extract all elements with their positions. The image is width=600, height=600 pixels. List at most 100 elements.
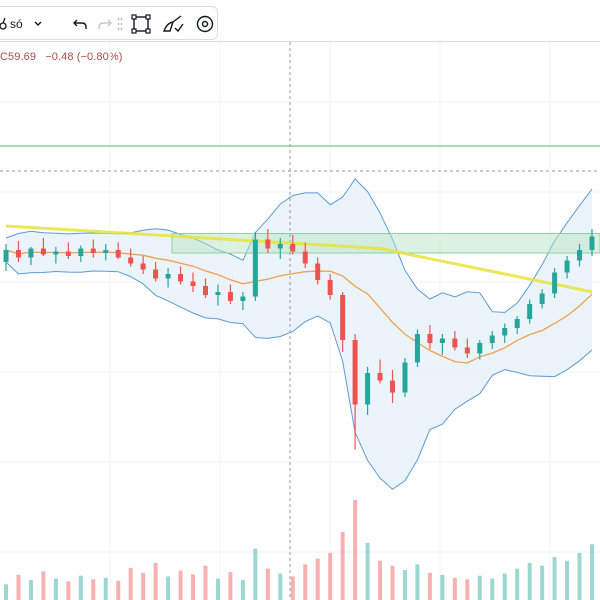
volume-bar bbox=[290, 576, 295, 600]
undo-icon[interactable] bbox=[64, 10, 96, 38]
price-chart[interactable] bbox=[0, 42, 600, 600]
candle bbox=[365, 367, 371, 415]
volume-bar bbox=[490, 578, 495, 600]
candle bbox=[252, 232, 258, 301]
candle bbox=[290, 235, 296, 255]
candle bbox=[589, 229, 595, 256]
candle bbox=[577, 244, 583, 267]
volume-bar bbox=[540, 565, 545, 600]
symbol-icon[interactable] bbox=[0, 10, 10, 38]
redo-icon[interactable] bbox=[96, 10, 114, 38]
candle bbox=[439, 334, 445, 355]
volume-bar bbox=[265, 568, 270, 600]
candle bbox=[65, 242, 71, 259]
candle bbox=[3, 244, 9, 271]
candle bbox=[15, 241, 21, 262]
volume-bar bbox=[103, 577, 108, 600]
change-value: −0.48 (−0.80%) bbox=[45, 51, 123, 63]
volume-bars bbox=[4, 500, 594, 600]
candle bbox=[464, 338, 470, 358]
volume-bar bbox=[215, 578, 220, 600]
volume-bar bbox=[565, 560, 570, 600]
volume-bar bbox=[515, 568, 520, 600]
candle bbox=[240, 292, 246, 310]
volume-bar bbox=[502, 573, 507, 600]
candle bbox=[40, 238, 46, 256]
volume-bar bbox=[440, 575, 445, 600]
candle bbox=[90, 239, 96, 258]
candle bbox=[115, 242, 121, 259]
volume-bar bbox=[16, 575, 21, 600]
candle bbox=[140, 256, 146, 274]
target-icon[interactable] bbox=[190, 10, 220, 38]
volume-bar bbox=[166, 576, 171, 600]
volume-bar bbox=[78, 575, 83, 600]
candle bbox=[452, 331, 458, 351]
volume-bar bbox=[53, 578, 58, 600]
candle bbox=[215, 284, 221, 306]
drawing-toolbar: só bbox=[0, 0, 600, 42]
ohlc-legend: C59.69 −0.48 (−0.80%) bbox=[0, 51, 122, 63]
volume-bar bbox=[4, 584, 8, 600]
volume-bar bbox=[66, 581, 71, 600]
volume-bar bbox=[577, 552, 582, 600]
volume-bar bbox=[328, 552, 333, 600]
volume-bar bbox=[365, 542, 370, 600]
volume-bar bbox=[527, 562, 532, 600]
volume-bar bbox=[240, 580, 245, 600]
candle bbox=[265, 229, 271, 253]
candle bbox=[527, 299, 533, 324]
candle bbox=[128, 248, 134, 267]
candle bbox=[78, 245, 84, 262]
candle bbox=[327, 274, 333, 300]
volume-bar bbox=[253, 548, 258, 600]
moving-average-long bbox=[5, 224, 593, 294]
volume-bar bbox=[427, 572, 432, 600]
volume-bar bbox=[303, 564, 308, 600]
volume-bar bbox=[28, 580, 33, 600]
symbol-label[interactable]: só bbox=[10, 17, 23, 31]
volume-bar bbox=[340, 532, 345, 600]
candle bbox=[502, 323, 508, 343]
candle bbox=[489, 331, 495, 349]
volume-bar bbox=[278, 573, 283, 600]
candle bbox=[315, 257, 321, 285]
candle bbox=[227, 284, 233, 304]
candles bbox=[3, 229, 595, 450]
candle bbox=[514, 316, 520, 334]
candle bbox=[552, 268, 558, 298]
volume-bar bbox=[590, 544, 594, 600]
chevron-down-icon[interactable] bbox=[30, 10, 46, 38]
candle bbox=[103, 244, 109, 261]
volume-bar bbox=[452, 577, 457, 600]
drag-handle-icon[interactable] bbox=[114, 10, 126, 38]
volume-bar bbox=[153, 562, 158, 600]
volume-bar bbox=[465, 579, 470, 600]
candle bbox=[477, 340, 483, 360]
volume-bar bbox=[402, 570, 407, 600]
volume-bar bbox=[203, 565, 208, 600]
volume-bar bbox=[41, 571, 46, 600]
candle bbox=[53, 247, 59, 264]
rectangle-icon[interactable] bbox=[126, 10, 156, 38]
candle bbox=[28, 247, 34, 265]
candle bbox=[414, 329, 420, 367]
volume-bar bbox=[228, 572, 233, 600]
brush-icon[interactable] bbox=[156, 10, 190, 38]
volume-bar bbox=[128, 567, 133, 600]
candle bbox=[352, 334, 358, 450]
candle bbox=[202, 278, 208, 298]
candle bbox=[564, 256, 570, 279]
volume-bar bbox=[315, 558, 320, 600]
volume-bar bbox=[378, 560, 383, 600]
volume-bar bbox=[141, 572, 146, 600]
candle bbox=[539, 289, 545, 309]
candle bbox=[390, 370, 396, 403]
candle bbox=[402, 358, 408, 397]
toolbar-items: só bbox=[0, 8, 220, 40]
candle bbox=[427, 325, 433, 349]
volume-bar bbox=[552, 557, 557, 600]
candle bbox=[277, 238, 283, 259]
candle bbox=[178, 266, 184, 285]
volume-bar bbox=[178, 570, 183, 600]
